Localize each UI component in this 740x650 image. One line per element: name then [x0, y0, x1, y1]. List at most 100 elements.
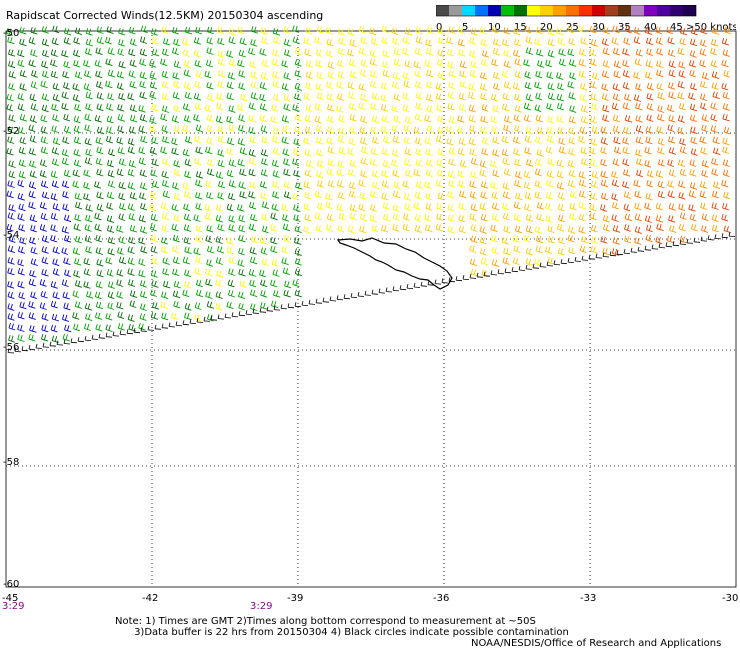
wind-barb	[547, 257, 555, 265]
wind-barb	[446, 137, 454, 146]
wind-barb	[689, 114, 698, 123]
wind-barb	[171, 312, 179, 321]
edge-barb	[161, 323, 169, 329]
wind-barb	[622, 48, 630, 56]
wind-barb	[547, 82, 555, 91]
wind-barb	[635, 115, 643, 123]
wind-barb	[30, 26, 38, 35]
lon-label-39: -39	[287, 593, 304, 604]
wind-barb	[62, 190, 69, 199]
wind-barb	[260, 72, 269, 80]
wind-barb	[348, 59, 357, 67]
wind-barb	[590, 236, 599, 244]
wind-barb	[689, 38, 698, 47]
wind-barb	[228, 36, 236, 45]
colorbar-swatch	[449, 5, 462, 16]
wind-barb	[721, 59, 729, 68]
wind-barb	[722, 137, 730, 146]
wind-barb	[513, 114, 521, 122]
colorbar-swatch	[605, 5, 618, 16]
wind-barb	[194, 135, 202, 144]
wind-barb	[139, 91, 147, 100]
wind-barb	[524, 81, 532, 90]
wind-barb	[523, 234, 531, 243]
wind-barb	[612, 25, 620, 34]
wind-barb	[127, 268, 135, 276]
wind-barb	[303, 203, 311, 211]
edge-barb	[602, 252, 610, 258]
wind-barb	[513, 148, 521, 156]
wind-barb	[117, 247, 124, 255]
edge-barb	[21, 346, 29, 352]
wind-barb	[701, 213, 709, 222]
wind-barb	[479, 169, 487, 177]
wind-barb	[226, 237, 234, 245]
wind-barb	[668, 215, 676, 223]
wind-barb	[250, 213, 258, 222]
wind-barb	[128, 160, 137, 168]
wind-barb	[677, 92, 685, 100]
wind-barb	[260, 192, 268, 200]
wind-barb	[51, 103, 59, 112]
wind-barb	[501, 148, 509, 157]
wind-barb	[294, 258, 302, 266]
wind-barb	[523, 170, 531, 179]
wind-barb	[338, 212, 346, 221]
wind-barb	[248, 47, 256, 56]
wind-barb	[40, 180, 49, 189]
wind-barb	[94, 312, 103, 320]
wind-barb	[612, 47, 621, 56]
wind-barb	[216, 26, 224, 35]
wind-barb	[424, 214, 432, 222]
wind-barb	[172, 268, 180, 277]
wind-barb	[217, 69, 226, 78]
wind-barb	[151, 36, 159, 45]
wind-barb	[502, 202, 509, 211]
wind-barb	[690, 148, 698, 156]
wind-barb	[525, 47, 534, 55]
wind-barb	[349, 70, 357, 79]
edge-barb	[560, 259, 568, 265]
wind-barb	[578, 213, 586, 222]
wind-barb	[699, 136, 707, 144]
wind-barb	[327, 180, 335, 188]
wind-barb	[403, 80, 411, 88]
wind-barb	[391, 81, 400, 89]
wind-barb	[545, 215, 553, 223]
wind-barb	[206, 114, 214, 123]
wind-barb	[690, 136, 698, 145]
wind-barb	[182, 124, 190, 133]
wind-barb	[116, 82, 124, 91]
wind-barb	[195, 235, 203, 243]
wind-barb	[237, 259, 245, 267]
wind-barb	[600, 204, 607, 212]
wind-barb	[512, 235, 520, 243]
wind-barb	[18, 203, 26, 212]
wind-barb	[271, 135, 280, 144]
edge-barb	[119, 330, 127, 336]
wind-barb	[18, 159, 26, 168]
wind-barb	[622, 180, 630, 189]
wind-barb	[468, 37, 477, 45]
wind-barb	[633, 94, 642, 102]
edge-barb	[280, 304, 288, 310]
wind-barb	[217, 125, 225, 134]
wind-barb	[578, 59, 586, 67]
edge-barb	[7, 348, 15, 354]
wind-barb	[107, 170, 115, 178]
wind-barb	[294, 69, 302, 78]
wind-barb	[612, 93, 620, 101]
wind-barb	[513, 213, 521, 222]
wind-barb	[83, 181, 91, 190]
wind-barb	[547, 50, 555, 58]
edge-barb	[175, 321, 183, 327]
wind-barb	[304, 148, 312, 157]
wind-barb	[523, 59, 531, 67]
wind-barb	[370, 102, 378, 111]
wind-barb	[447, 91, 455, 100]
wind-barb	[150, 234, 159, 243]
wind-barb	[217, 50, 225, 58]
wind-barb	[272, 127, 280, 135]
wind-barb	[249, 157, 257, 166]
wind-barb	[667, 159, 675, 167]
